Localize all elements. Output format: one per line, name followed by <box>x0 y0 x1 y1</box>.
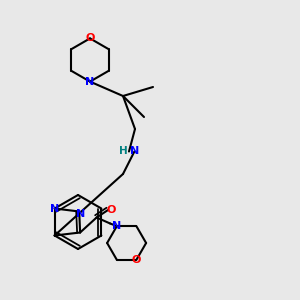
Text: O: O <box>107 205 116 215</box>
Text: O: O <box>85 33 95 43</box>
Text: N: N <box>76 209 85 219</box>
Text: N: N <box>130 146 139 157</box>
Text: N: N <box>112 221 122 231</box>
Text: N: N <box>85 76 94 87</box>
Text: H: H <box>119 146 128 157</box>
Text: O: O <box>132 255 141 265</box>
Text: N: N <box>50 203 59 214</box>
